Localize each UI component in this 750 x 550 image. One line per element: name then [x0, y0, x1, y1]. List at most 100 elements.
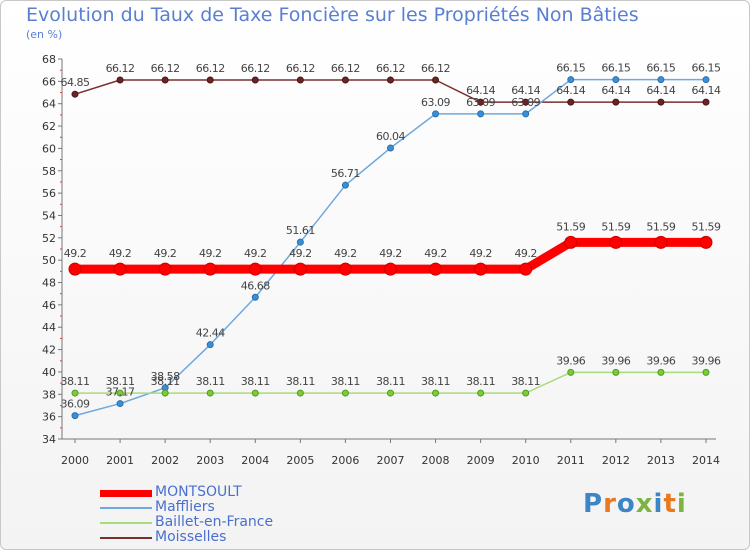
data-label-maffliers: 36.09	[61, 398, 90, 411]
y-tick-label: 48	[42, 277, 56, 290]
x-tick-label: 2008	[422, 454, 450, 467]
data-label-baillet-en-france: 38.11	[106, 375, 135, 388]
data-point-maffliers	[341, 181, 349, 189]
data-point-maffliers	[522, 110, 530, 118]
x-tick-label: 2006	[331, 454, 359, 467]
data-label-montsoult: 49.2	[334, 247, 357, 260]
data-point-baillet-en-france	[522, 389, 530, 397]
data-label-montsoult: 49.2	[514, 247, 537, 260]
data-label-baillet-en-france: 38.11	[196, 375, 225, 388]
data-point-montsoult	[654, 235, 668, 249]
data-point-montsoult	[248, 262, 262, 276]
data-label-montsoult: 49.2	[154, 247, 177, 260]
data-point-baillet-en-france	[341, 389, 349, 397]
data-point-moisselles	[116, 76, 124, 84]
data-point-moisselles	[71, 90, 79, 98]
data-label-baillet-en-france: 39.96	[691, 354, 720, 367]
y-tick-label: 44	[42, 321, 56, 334]
data-label-moisselles: 66.12	[331, 62, 360, 75]
data-label-maffliers: 66.15	[556, 62, 585, 75]
data-label-montsoult: 49.2	[379, 247, 402, 260]
data-point-montsoult	[338, 262, 352, 276]
data-label-maffliers: 37.17	[106, 386, 135, 399]
data-label-baillet-en-france: 38.11	[331, 375, 360, 388]
data-label-maffliers: 66.15	[601, 62, 630, 75]
data-point-baillet-en-france	[432, 389, 440, 397]
data-point-montsoult	[293, 262, 307, 276]
data-label-baillet-en-france: 38.11	[61, 375, 90, 388]
data-point-moisselles	[251, 76, 259, 84]
y-tick-label: 36	[42, 411, 56, 424]
x-tick-label: 2007	[376, 454, 404, 467]
logo-letter: i	[653, 489, 664, 519]
x-tick-label: 2009	[467, 454, 495, 467]
data-point-moisselles	[612, 98, 620, 106]
data-point-montsoult	[519, 262, 533, 276]
data-point-maffliers	[251, 293, 259, 301]
y-tick-label: 60	[42, 142, 56, 155]
data-point-moisselles	[567, 98, 575, 106]
logo-letter: P	[583, 489, 604, 519]
data-point-baillet-en-france	[612, 368, 620, 376]
data-label-maffliers: 60.04	[376, 130, 405, 143]
data-label-maffliers: 38.58	[151, 370, 180, 383]
legend-swatch	[100, 489, 152, 497]
x-tick-label: 2000	[61, 454, 89, 467]
data-point-maffliers	[296, 238, 304, 246]
data-point-moisselles	[161, 76, 169, 84]
data-point-maffliers	[116, 400, 124, 408]
y-tick-label: 62	[42, 120, 56, 133]
proxiti-logo: Proxiti	[583, 489, 687, 519]
data-point-moisselles	[386, 76, 394, 84]
data-label-maffliers: 63.09	[466, 96, 495, 109]
y-tick-label: 46	[42, 299, 56, 312]
y-tick-label: 66	[42, 75, 56, 88]
logo-letter: x	[635, 489, 654, 519]
data-point-baillet-en-france	[657, 368, 665, 376]
y-tick-label: 52	[42, 232, 56, 245]
data-point-moisselles	[522, 98, 530, 106]
data-point-maffliers	[432, 110, 440, 118]
data-point-montsoult	[474, 262, 488, 276]
data-point-montsoult	[68, 262, 82, 276]
data-label-baillet-en-france: 39.96	[601, 354, 630, 367]
legend-swatch	[100, 507, 152, 509]
data-label-baillet-en-france: 38.11	[421, 375, 450, 388]
x-tick-label: 2004	[241, 454, 269, 467]
data-point-baillet-en-france	[71, 389, 79, 397]
data-label-maffliers: 56.71	[331, 167, 360, 180]
chart-unit-label: (en %)	[26, 28, 63, 41]
data-point-baillet-en-france	[477, 389, 485, 397]
chart-title: Evolution du Taux de Taxe Foncière sur l…	[26, 4, 639, 26]
y-tick-label: 68	[42, 53, 56, 66]
data-label-montsoult: 51.59	[601, 220, 630, 233]
data-label-moisselles: 66.12	[241, 62, 270, 75]
y-tick-label: 40	[42, 366, 56, 379]
data-point-baillet-en-france	[296, 389, 304, 397]
data-label-baillet-en-france: 39.96	[646, 354, 675, 367]
legend-swatch	[100, 522, 152, 524]
data-point-montsoult	[113, 262, 127, 276]
data-point-montsoult	[699, 235, 713, 249]
data-label-baillet-en-france: 38.11	[241, 375, 270, 388]
logo-letter: o	[616, 489, 636, 519]
data-point-maffliers	[612, 76, 620, 84]
data-point-moisselles	[477, 98, 485, 106]
data-label-montsoult: 49.2	[109, 247, 132, 260]
data-label-baillet-en-france: 39.96	[556, 354, 585, 367]
y-tick-label: 34	[42, 433, 56, 446]
data-label-moisselles: 64.85	[61, 76, 90, 89]
x-tick-label: 2010	[512, 454, 540, 467]
data-label-maffliers: 51.61	[286, 224, 315, 237]
data-point-maffliers	[477, 110, 485, 118]
data-label-montsoult: 51.59	[556, 220, 585, 233]
data-label-moisselles: 66.12	[286, 62, 315, 75]
data-label-moisselles: 66.12	[421, 62, 450, 75]
data-label-baillet-en-france: 38.11	[376, 375, 405, 388]
data-label-montsoult: 49.2	[244, 247, 267, 260]
y-tick-label: 58	[42, 165, 56, 178]
data-point-baillet-en-france	[251, 389, 259, 397]
data-point-baillet-en-france	[116, 389, 124, 397]
y-tick-label: 64	[42, 98, 56, 111]
